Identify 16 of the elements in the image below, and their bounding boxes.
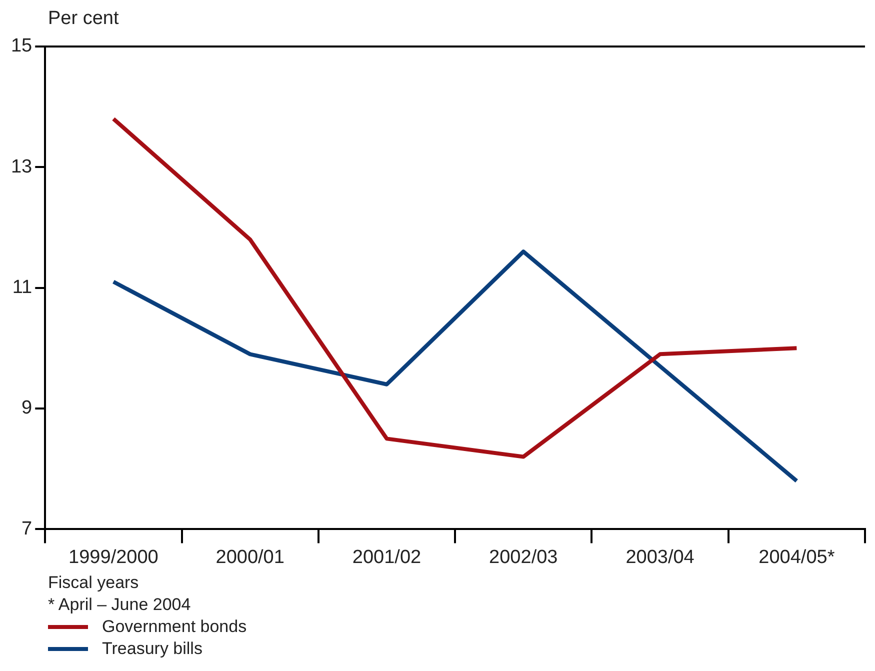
y-tick-label: 15	[10, 36, 32, 57]
text: * April – June 2004	[48, 594, 192, 616]
x-tick-label: 2001/02	[352, 546, 422, 568]
y-tick-label: 7	[22, 518, 32, 540]
x-tick-label: 2003/04	[626, 546, 695, 568]
x-axis-title: Fiscal years	[48, 572, 140, 594]
x-tick-label: 2004/05*	[758, 546, 836, 568]
x-tick-label: 2000/01	[216, 546, 284, 568]
y-tick-label: 9	[22, 398, 32, 419]
y-tick-label: 11	[12, 277, 32, 298]
y-axis-title: Per cent	[48, 8, 120, 31]
x-tick-label: 1999/2000	[68, 546, 158, 568]
y-tick-label: 13	[10, 156, 32, 178]
legend-label: Treasury bills	[102, 638, 202, 660]
x-tick-label: 2002/03	[489, 546, 558, 568]
legend-label: Government bonds	[102, 616, 247, 638]
